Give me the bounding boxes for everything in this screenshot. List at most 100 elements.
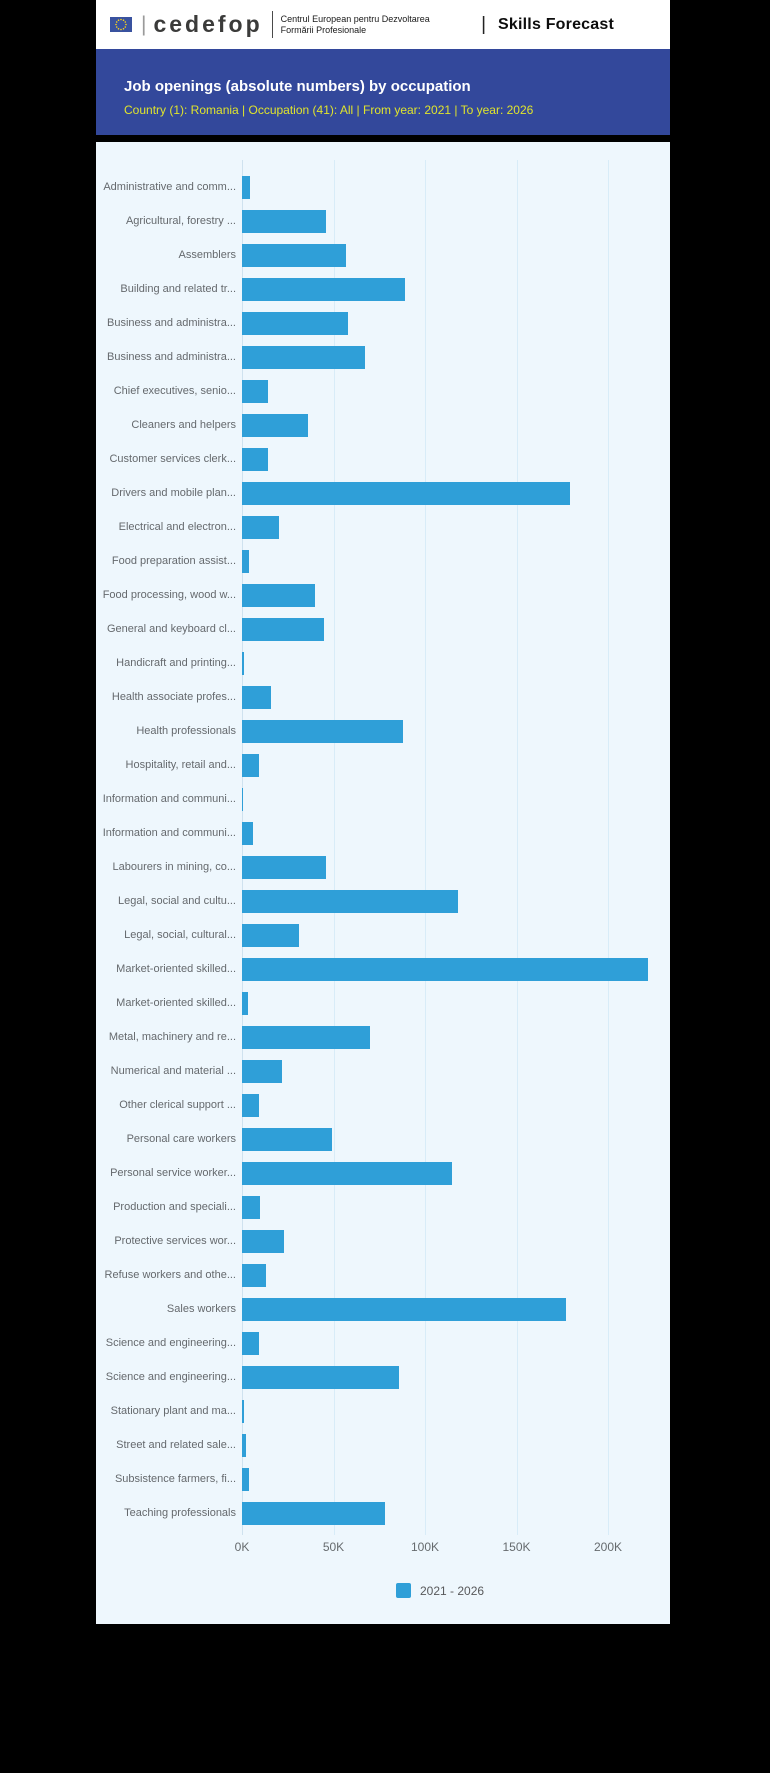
bar[interactable]: [242, 923, 299, 947]
bar[interactable]: [242, 1365, 400, 1389]
bar[interactable]: [242, 345, 365, 369]
chart-row: Building and related tr...: [96, 272, 670, 306]
chart-row: Stationary plant and ma...: [96, 1394, 670, 1428]
bar[interactable]: [242, 1127, 332, 1151]
bar-track: [242, 345, 670, 369]
bar[interactable]: [242, 1093, 259, 1117]
bar[interactable]: [242, 311, 349, 335]
bar[interactable]: [242, 719, 403, 743]
bar[interactable]: [242, 379, 268, 403]
chart-row: Health professionals: [96, 714, 670, 748]
bar[interactable]: [242, 617, 325, 641]
bar[interactable]: [242, 957, 649, 981]
chart-row: Handicraft and printing...: [96, 646, 670, 680]
bar[interactable]: [242, 1501, 385, 1525]
chart-row: Food processing, wood w...: [96, 578, 670, 612]
bar[interactable]: [242, 1161, 453, 1185]
category-label: Legal, social, cultural...: [124, 929, 236, 941]
bar-track: [242, 583, 670, 607]
bar[interactable]: [242, 1025, 371, 1049]
bar[interactable]: [242, 685, 272, 709]
title-separator: |: [481, 14, 487, 35]
bar-track: [242, 379, 670, 403]
bar[interactable]: [242, 447, 268, 471]
bar[interactable]: [242, 549, 250, 573]
bar[interactable]: [242, 855, 327, 879]
bar[interactable]: [242, 1467, 250, 1491]
chart-row: Science and engineering...: [96, 1326, 670, 1360]
bar-track: [242, 515, 670, 539]
gridline: [333, 160, 335, 1535]
chart-row: Metal, machinery and re...: [96, 1020, 670, 1054]
x-tick-label: 200K: [593, 1540, 623, 1554]
chart-row: Subsistence farmers, fi...: [96, 1462, 670, 1496]
bar-track: [242, 957, 670, 981]
bar[interactable]: [242, 1433, 246, 1457]
bar[interactable]: [242, 1331, 259, 1355]
chart-row: Protective services wor...: [96, 1224, 670, 1258]
gridline: [516, 160, 518, 1535]
bar[interactable]: [242, 821, 253, 845]
bar[interactable]: [242, 481, 570, 505]
bar[interactable]: [242, 1229, 285, 1253]
page-title: Job openings (absolute numbers) by occup…: [124, 78, 471, 95]
bar[interactable]: [242, 175, 251, 199]
chart-row: Information and communi...: [96, 782, 670, 816]
bar-track: [242, 1127, 670, 1151]
category-label: Customer services clerk...: [109, 453, 236, 465]
chart-row: Other clerical support ...: [96, 1088, 670, 1122]
bar[interactable]: [242, 209, 327, 233]
org-name-line1: Centrul European pentru Dezvoltarea: [280, 13, 430, 24]
bar-track: [242, 549, 670, 573]
chart-row: Production and speciali...: [96, 1190, 670, 1224]
category-label: Market-oriented skilled...: [116, 963, 236, 975]
category-label: Agricultural, forestry ...: [125, 215, 236, 227]
chart-row: Drivers and mobile plan...: [96, 476, 670, 510]
bar-track: [242, 855, 670, 879]
bar[interactable]: [242, 583, 316, 607]
bar-track: [242, 1433, 670, 1457]
bar-chart: Administrative and comm... Agricultural, …: [96, 142, 670, 1624]
bar-track: [242, 1229, 670, 1253]
chart-row: Information and communi...: [96, 816, 670, 850]
bar-track: [242, 1297, 670, 1321]
bar-track: [242, 651, 670, 675]
chart-row: Personal service worker...: [96, 1156, 670, 1190]
bar[interactable]: [242, 651, 245, 675]
chart-row: Legal, social, cultural...: [96, 918, 670, 952]
bar[interactable]: [242, 1195, 261, 1219]
category-label: Information and communi...: [102, 827, 236, 839]
category-label: Market-oriented skilled...: [116, 997, 236, 1009]
category-label: Teaching professionals: [124, 1507, 236, 1519]
bar[interactable]: [242, 277, 405, 301]
bar[interactable]: [242, 991, 248, 1015]
bar[interactable]: [242, 413, 308, 437]
bar[interactable]: [242, 889, 458, 913]
bar[interactable]: [242, 1059, 283, 1083]
bar-track: [242, 175, 670, 199]
bar[interactable]: [242, 753, 259, 777]
category-label: Information and communi...: [102, 793, 236, 805]
y-axis-line: [242, 160, 243, 1535]
bar-track: [242, 787, 670, 811]
bar-track: [242, 1365, 670, 1389]
bar-track: [242, 1161, 670, 1185]
category-label: Street and related sale...: [116, 1439, 236, 1451]
bar[interactable]: [242, 1263, 266, 1287]
cedefop-wordmark: cedefop: [153, 11, 263, 37]
legend: 2021 - 2026: [396, 1583, 484, 1598]
gridline: [425, 160, 426, 1535]
org-name: Centrul European pentru Dezvoltarea Form…: [281, 14, 430, 36]
category-label: Drivers and mobile plan...: [111, 487, 236, 499]
chart-row: General and keyboard cl...: [96, 612, 670, 646]
bar[interactable]: [242, 515, 279, 539]
bar[interactable]: [242, 1399, 244, 1423]
bar[interactable]: [242, 787, 244, 811]
legend-swatch: [396, 1583, 411, 1598]
chart-row: Refuse workers and othe...: [96, 1258, 670, 1292]
category-label: Metal, machinery and re...: [108, 1031, 236, 1043]
category-label: Personal care workers: [126, 1133, 236, 1145]
bar-track: [242, 1263, 670, 1287]
bar[interactable]: [242, 1297, 566, 1321]
bar[interactable]: [242, 243, 347, 267]
